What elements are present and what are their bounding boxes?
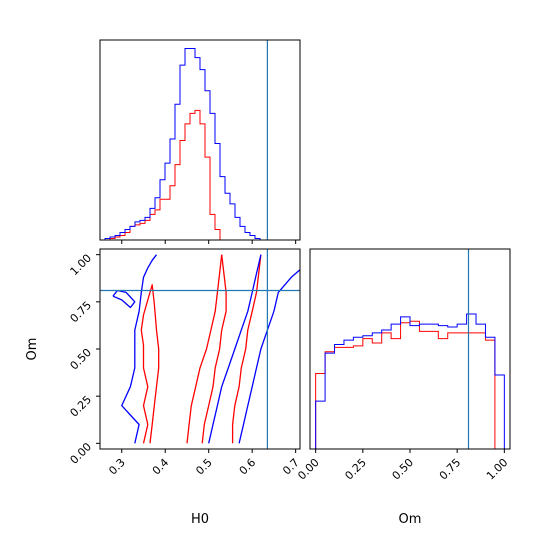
om-x-tick-label-3: 0.75 [437, 456, 464, 483]
om-y-tick-label-4: 1.00 [68, 252, 95, 279]
h0-histogram-background [100, 40, 300, 240]
h0-histogram-blue-series [100, 48, 300, 241]
om-histogram-blue-series [315, 313, 505, 449]
h0-histogram-ticks [121, 240, 297, 244]
contour-red-outer-right [231, 254, 262, 444]
contour-red-inner-right [201, 254, 227, 444]
h0-histogram-panel [99, 39, 301, 244]
om-x-tick-label-4: 1.00 [484, 456, 511, 483]
om-y-axis-label: Om [25, 338, 40, 361]
om-x-tick-label-2: 0.50 [390, 456, 417, 483]
h0-om-contour-panel: 0.3 0.4 0.5 0.6 0.7 0.000.250.500.751.00 H0 … [25, 248, 302, 527]
contour-red-outer-left [140, 284, 160, 444]
h0-x-tick-label-2: 0.5 [193, 456, 215, 478]
om-x-tick-label-0: 0.00 [295, 456, 322, 483]
contour-red-inner-left [186, 254, 223, 444]
om-x-tick-label-1: 0.25 [342, 456, 369, 483]
h0-x-tick-label-0: 0.3 [106, 456, 128, 478]
om-y-tick-label-2: 0.50 [68, 346, 95, 373]
contour-blue-outer-right [238, 269, 300, 444]
om-y-axis-ticks: 0.00 0.25 0.50 0.75 1.00 [68, 252, 100, 467]
om-x-axis-ticks: 0.00 0.25 0.50 0.75 1.00 [295, 449, 510, 482]
om-y-tick-label-0: 0.00 [68, 440, 95, 467]
h0-histogram-frame [99, 39, 301, 241]
om-y-tick-label-3: 0.75 [68, 299, 95, 326]
om-histogram-background [310, 249, 510, 449]
contour-background [100, 249, 300, 449]
h0-x-tick-label-1: 0.4 [150, 456, 172, 478]
h0-x-axis-ticks: 0.3 0.4 0.5 0.6 0.7 [106, 449, 302, 478]
contour-blue-outer-left [121, 254, 158, 444]
contour-blue-inner-right [208, 254, 262, 444]
h0-x-tick-label-3: 0.6 [237, 456, 259, 478]
h0-x-axis-label: H0 [191, 512, 209, 527]
om-y-tick-label-1: 0.25 [68, 393, 95, 420]
om-x-axis-label: Om [399, 512, 422, 527]
om-histogram-panel: 0.00 0.25 0.50 0.75 1.00 Om [295, 248, 511, 527]
